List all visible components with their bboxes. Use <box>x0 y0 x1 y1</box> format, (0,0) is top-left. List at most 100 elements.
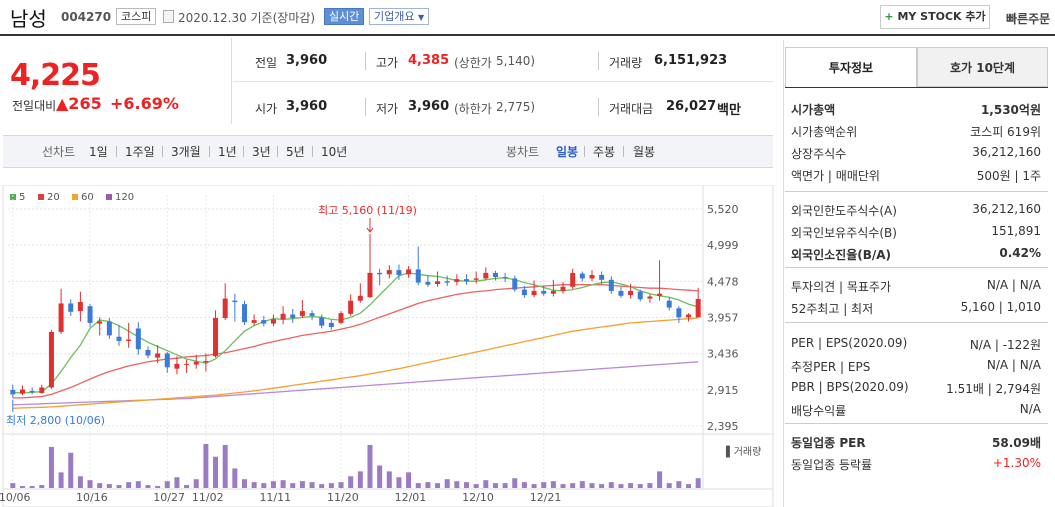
divider <box>243 146 244 157</box>
period-5y[interactable]: 5년 <box>286 145 305 159</box>
quick-order-link[interactable]: 빠른주문 <box>1006 12 1051 26</box>
volume-bar <box>48 446 54 488</box>
info-value: +1.30% <box>992 456 1041 470</box>
current-price: 4,225 <box>10 58 101 93</box>
volume-bar <box>77 476 83 488</box>
candle-weekly[interactable]: 주봉 <box>593 145 616 159</box>
volume-bar <box>531 484 537 488</box>
volume-bar <box>135 481 141 488</box>
divider <box>277 146 278 157</box>
x-tick-label: 11/11 <box>259 491 291 504</box>
volume-bar <box>492 483 498 488</box>
info-label: 동일업종 PER <box>791 436 866 450</box>
x-tick-label: 12/21 <box>530 491 562 504</box>
volume-bar <box>589 483 595 488</box>
candle-body <box>126 339 132 341</box>
period-10y[interactable]: 10년 <box>321 145 348 159</box>
candle-body <box>541 290 547 294</box>
price-chart[interactable]: 5,520 4,999 4,478 3,957 3,436 2,915 2,395 10/06… <box>0 185 775 507</box>
info-value: 58.09배 <box>992 436 1041 450</box>
candle-body <box>464 279 470 282</box>
info-label: PBR | BPS(2020.09) <box>791 380 909 394</box>
ma-line-ma5 <box>12 272 699 394</box>
high-arrow <box>366 227 374 233</box>
candle-body <box>415 269 421 283</box>
legend-ma20: 20 <box>38 192 60 203</box>
price-box <box>3 38 232 124</box>
volume-bar <box>29 486 35 488</box>
section-divider <box>785 191 1048 192</box>
candle-body <box>657 293 663 296</box>
info-value: 코스피 619위 <box>970 125 1041 139</box>
volume-bar <box>357 471 363 488</box>
volume-bar <box>367 444 373 488</box>
period-3y[interactable]: 3년 <box>252 145 271 159</box>
volume-bar <box>328 483 334 488</box>
volume-bar <box>280 480 286 488</box>
amount-value: 26,027 <box>666 99 717 114</box>
candle-body <box>19 389 25 394</box>
divider <box>584 146 585 157</box>
add-mystock-button[interactable]: + MY STOCK 추가 <box>880 5 990 29</box>
volume-bar <box>309 482 315 488</box>
candle-body <box>58 303 64 332</box>
volume-bar <box>106 484 112 488</box>
divider <box>623 146 624 157</box>
high-annotation: 최고 5,160 (11/19) <box>318 204 417 217</box>
candle-body <box>608 279 614 291</box>
x-tick-label: 10/06 <box>0 491 31 504</box>
info-label: 투자의견 | 목표주가 <box>791 280 891 294</box>
volume-bar <box>299 481 305 488</box>
realtime-button[interactable]: 실시간 <box>324 8 365 25</box>
divider <box>162 146 163 157</box>
volume-bar <box>608 482 614 488</box>
volume-bar <box>87 480 93 488</box>
candle-body <box>686 314 692 318</box>
candle-body <box>348 300 354 314</box>
period-1w[interactable]: 1주일 <box>125 145 155 159</box>
candle-body <box>628 290 634 296</box>
candle-daily[interactable]: 일봉 <box>556 145 579 159</box>
chart-frame <box>2 185 774 507</box>
tab-investment-info[interactable]: 투자정보 <box>785 47 917 87</box>
period-3m[interactable]: 3개월 <box>171 145 201 159</box>
candle-body <box>531 290 537 296</box>
upper-limit-label: (상한가 <box>454 56 492 70</box>
candle-body <box>550 290 556 294</box>
candle-body <box>676 308 682 318</box>
info-label: 시가총액순위 <box>791 125 858 139</box>
x-tick-label: 11/20 <box>327 491 359 504</box>
candle-monthly[interactable]: 월봉 <box>633 145 656 159</box>
low-annotation: 최저 2,800 (10/06) <box>6 414 105 427</box>
diff-label: 전일대비 <box>12 99 57 113</box>
volume-bar <box>241 479 247 488</box>
volume-bar <box>521 482 527 488</box>
volume-bar <box>222 444 228 488</box>
volume-bar <box>39 485 45 488</box>
company-info-button[interactable]: 기업개요 ▼ <box>369 8 430 25</box>
candle-body <box>502 277 508 279</box>
low-label: 저가 <box>376 102 399 116</box>
divider <box>598 52 599 70</box>
info-value: 1,530억원 <box>980 103 1041 117</box>
add-mystock-label: MY STOCK 추가 <box>897 10 986 23</box>
candle-body <box>145 349 151 356</box>
period-1d[interactable]: 1일 <box>89 145 108 159</box>
stock-name: 남성 <box>10 7 47 31</box>
volume-bar <box>396 477 402 488</box>
volume-bar <box>686 484 692 488</box>
section-divider <box>785 267 1048 268</box>
candle-body <box>560 286 566 291</box>
info-label: 동일업종 등락률 <box>791 458 873 472</box>
candle-body <box>618 290 624 296</box>
candle-body <box>280 313 286 320</box>
legend-label: 120 <box>115 192 135 203</box>
calendar-icon <box>163 10 174 23</box>
candle-body <box>647 296 653 299</box>
period-1y[interactable]: 1년 <box>218 145 237 159</box>
volume-value: 6,151,923 <box>654 53 728 68</box>
tab-orderbook[interactable]: 호가 10단계 <box>917 47 1048 87</box>
info-label: 외국인보유주식수(B) <box>791 226 897 240</box>
amount-unit: 백만 <box>717 103 741 118</box>
lower-limit-value: 2,775) <box>496 100 536 114</box>
